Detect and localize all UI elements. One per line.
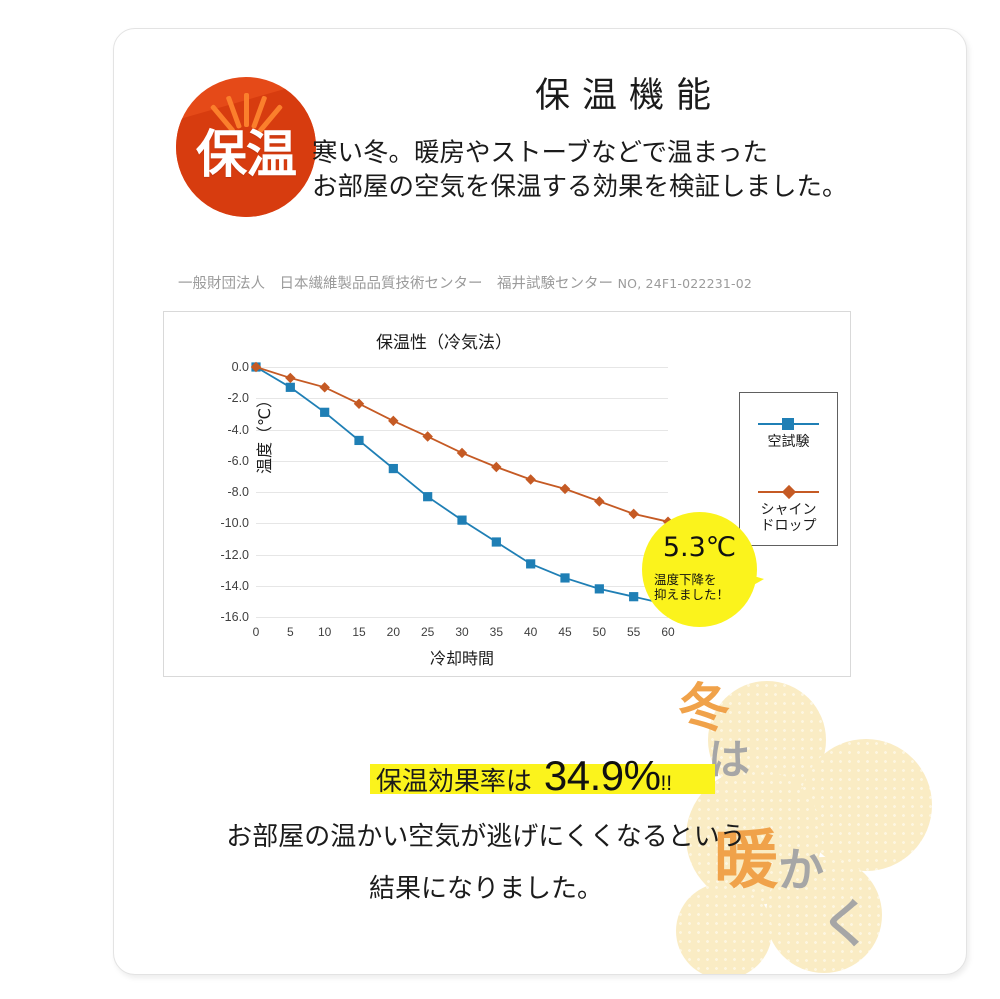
series-marker <box>285 372 296 384</box>
series-marker <box>319 382 330 393</box>
series-marker <box>353 398 365 409</box>
y-tick-label: 0.0 <box>231 360 249 374</box>
series-marker <box>525 474 536 485</box>
result-line: 保温効果率は 34.9%!! <box>174 752 874 799</box>
x-tick-label: 25 <box>420 625 435 639</box>
legend-entry: シャイン ドロップ <box>740 484 837 534</box>
callout-caption: 温度下降を 抑えました！ <box>654 572 730 603</box>
chart-y-axis-label: 温度（℃） <box>255 392 274 474</box>
gridline <box>256 554 668 556</box>
legend-label: 空試験 <box>767 434 810 450</box>
temperature-gap-callout: 5.3℃ 温度下降を 抑えました！ <box>642 512 764 627</box>
series-marker <box>456 447 468 459</box>
certification-org: 一般財団法人 日本繊維製品品質技術センター 福井試験センター <box>178 276 613 292</box>
series-marker <box>422 431 433 442</box>
y-tick-label: -12.0 <box>220 547 250 562</box>
x-tick-label: 15 <box>352 625 366 639</box>
series-marker <box>285 382 295 392</box>
page-subtitle: 寒い冬。暖房やストーブなどで温まった お部屋の空気を保温する効果を検証しました。 <box>312 138 848 202</box>
legend-swatch-diamond-icon <box>740 484 837 500</box>
x-tick-label: 60 <box>661 625 675 639</box>
test-chart-panel: 保温性（冷気法） 0.0 -2.0 -4.0 -6.0 -8.0 -10.0 -12.0 -1… <box>163 311 851 677</box>
x-tick-label: 35 <box>489 625 504 639</box>
gridline <box>256 398 668 400</box>
callout-bubble <box>642 512 757 627</box>
series-marker <box>628 508 639 520</box>
chart-x-axis-label: 冷却時間 <box>429 649 494 668</box>
y-tick-label: -8.0 <box>227 485 249 499</box>
sun-ray-icon <box>244 93 249 127</box>
series-marker <box>629 592 639 602</box>
series-marker <box>354 435 364 446</box>
series-marker <box>491 537 501 547</box>
badge-disc <box>176 77 316 217</box>
legend-entry: 空試験 <box>740 417 837 451</box>
gridline <box>256 585 668 587</box>
series-line <box>255 366 669 606</box>
x-tick-label: 5 <box>286 625 294 639</box>
series-marker <box>559 483 571 495</box>
y-tick-label: -16.0 <box>220 610 250 624</box>
hoon-badge: 保温 <box>176 77 316 217</box>
legend-swatch-square-icon <box>740 417 837 431</box>
y-tick-label: -6.0 <box>227 453 249 468</box>
gridline <box>256 429 668 431</box>
series-marker <box>491 461 502 473</box>
result-percent: 34.9% <box>543 752 661 799</box>
y-tick-label: -14.0 <box>220 578 250 593</box>
gridline <box>256 617 668 618</box>
x-tick-label: 50 <box>592 625 607 639</box>
series-marker <box>560 573 570 583</box>
result-label: 保温効果率は <box>375 767 532 797</box>
badge-label: 保温 <box>195 126 297 185</box>
series-line <box>255 366 669 523</box>
x-tick-label: 20 <box>386 625 401 639</box>
legend-label: シャイン ドロップ <box>760 502 817 534</box>
certification-line: 一般財団法人 日本繊維製品品質技術センター 福井試験センター NO, 24F1-… <box>178 272 938 293</box>
result-highlight <box>370 764 715 794</box>
certification-number: NO, 24F1-022231-02 <box>617 276 753 291</box>
series-marker <box>526 559 536 569</box>
y-tick-label: -10.0 <box>220 516 250 531</box>
x-tick-label: 55 <box>626 625 641 639</box>
series-marker <box>457 515 467 525</box>
series-marker <box>320 407 330 417</box>
chart-title: 保温性（冷気法） <box>376 333 512 353</box>
series-marker <box>594 584 604 594</box>
gridline <box>256 367 668 368</box>
series-marker <box>423 492 433 502</box>
series-marker <box>388 415 399 427</box>
product-card: 保温 保温機能 寒い冬。暖房やストーブなどで温まった お部屋の空気を保温する効果… <box>113 28 967 975</box>
gridline <box>256 460 668 462</box>
chart-series-lines <box>250 361 674 610</box>
x-tick-label: 30 <box>455 625 469 639</box>
chart-plot-area: 0.0 -2.0 -4.0 -6.0 -8.0 -10.0 -12.0 -14.0 -16.0 … <box>221 360 675 668</box>
x-tick-label: 0 <box>252 625 260 639</box>
y-tick-label: -4.0 <box>227 422 249 437</box>
x-tick-label: 10 <box>317 625 332 639</box>
series-marker <box>388 463 398 474</box>
callout-value: 5.3℃ <box>662 532 737 563</box>
page-title: 保温機能 <box>534 76 723 116</box>
x-tick-label: 45 <box>558 625 572 639</box>
chart-legend: 空試験 シャイン ドロップ <box>739 392 838 546</box>
conclusion-text: お部屋の温かい空気が逃げにくくなるという 結果になりました。 <box>226 822 746 904</box>
series-marker <box>594 496 605 507</box>
result-text: 保温効果率は 34.9%!! <box>174 752 874 800</box>
gridline <box>256 492 668 493</box>
x-tick-label: 40 <box>523 625 538 639</box>
deco-char: 冬 <box>678 679 731 739</box>
result-exclaim: !! <box>660 772 673 795</box>
y-tick-label: -2.0 <box>227 391 249 406</box>
